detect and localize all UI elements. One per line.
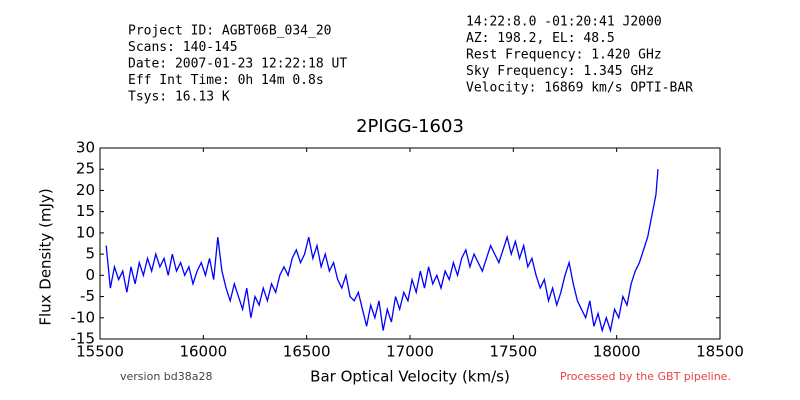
header-info: Tsys: 16.13 K xyxy=(128,90,230,105)
y-tick-label: 20 xyxy=(76,181,95,199)
x-tick-label: 17000 xyxy=(386,343,434,361)
header-info: Eff Int Time: 0h 14m 0.8s xyxy=(128,73,324,88)
plot-frame xyxy=(99,147,721,340)
header-info: Scans: 140-145 xyxy=(128,40,238,55)
header-info: AZ: 198.2, EL: 48.5 xyxy=(466,31,615,46)
x-tick-label: 16000 xyxy=(179,343,227,361)
chart-title: 2PIGG-1603 xyxy=(356,116,464,137)
y-tick-label: -5 xyxy=(80,287,95,305)
y-tick-label: -10 xyxy=(71,308,96,326)
y-tick-label: 15 xyxy=(76,202,95,220)
y-tick-label: -15 xyxy=(71,330,96,348)
y-tick-label: 30 xyxy=(76,139,95,157)
header-info: Sky Frequency: 1.345 GHz xyxy=(466,64,654,79)
y-tick-label: 0 xyxy=(85,266,95,284)
footer-pipeline: Processed by the GBT pipeline. xyxy=(560,370,731,383)
header-info: Project ID: AGBT06B_034_20 xyxy=(128,24,332,39)
x-tick-label: 18000 xyxy=(593,343,641,361)
x-tick-label: 15500 xyxy=(76,343,124,361)
header-info: Date: 2007-01-23 12:22:18 UT xyxy=(128,57,347,72)
header-info: 14:22:8.0 -01:20:41 J2000 xyxy=(466,15,662,30)
header-info: Rest Frequency: 1.420 GHz xyxy=(466,48,662,63)
x-tick-label: 17500 xyxy=(489,343,537,361)
y-tick-label: 10 xyxy=(76,223,95,241)
x-tick-label: 16500 xyxy=(283,343,331,361)
y-tick-label: 25 xyxy=(76,160,95,178)
x-axis-label: Bar Optical Velocity (km/s) xyxy=(310,368,510,386)
footer-version: version bd38a28 xyxy=(120,370,213,383)
x-tick-label: 18500 xyxy=(696,343,744,361)
header-info: Velocity: 16869 km/s OPTI-BAR xyxy=(466,81,693,96)
spectrum-line xyxy=(105,169,659,334)
y-axis-label: Flux Density (mJy) xyxy=(37,188,55,325)
y-tick-label: 5 xyxy=(85,245,95,263)
